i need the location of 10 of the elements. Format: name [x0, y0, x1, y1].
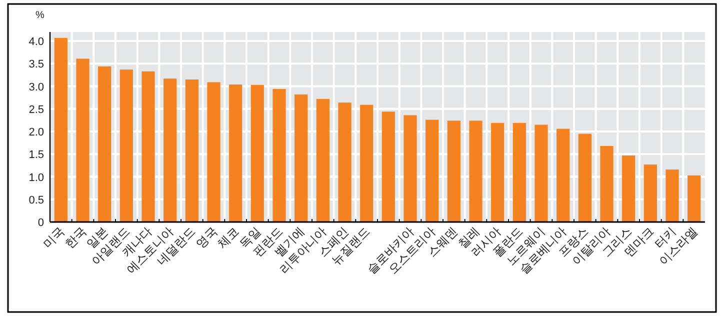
y-tick-label: 0 [38, 217, 44, 229]
y-axis-title: % [36, 10, 45, 21]
y-tick-label: 2.0 [28, 126, 44, 139]
y-tick-label: 1.0 [28, 172, 44, 184]
y-tick-label: 2.5 [28, 104, 44, 116]
y-tick-label: 3.0 [28, 81, 44, 94]
y-tick-label: 3.5 [28, 58, 44, 71]
y-tick-label: 0.5 [28, 194, 44, 206]
y-tick-label: 4.0 [28, 36, 44, 48]
y-tick-label: 1.5 [28, 149, 44, 162]
